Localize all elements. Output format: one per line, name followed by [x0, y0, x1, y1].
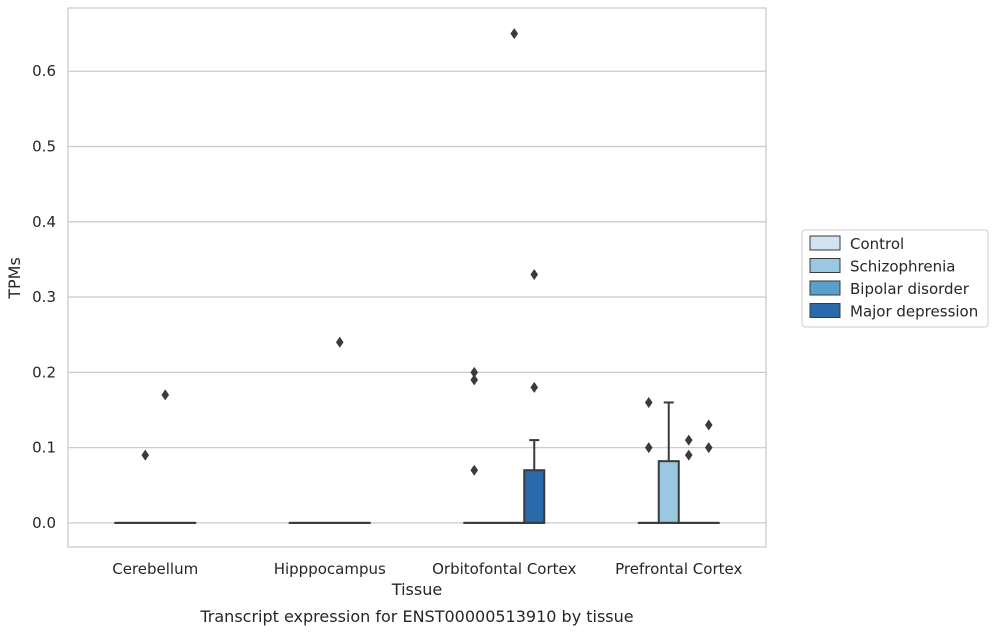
x-tick-label: Orbitofontal Cortex: [432, 560, 576, 578]
y-tick-label: 0.4: [32, 213, 56, 231]
y-axis-ticks: 0.0 0.1 0.2 0.3 0.4 0.5 0.6: [32, 62, 56, 532]
outlier-point: [470, 464, 479, 476]
outlier-point: [704, 442, 713, 454]
chart-caption: Transcript expression for ENST0000051391…: [199, 607, 633, 626]
y-tick-label: 0.0: [32, 514, 56, 532]
outlier-point: [470, 366, 479, 378]
box: [523, 469, 546, 524]
legend-label: Major depression: [850, 303, 978, 321]
legend-swatch: [809, 258, 841, 273]
x-axis-label: Tissue: [391, 580, 442, 599]
legend-swatch: [809, 280, 841, 296]
outlier-point: [644, 442, 653, 454]
x-tick-label: Hipppocampus: [274, 560, 386, 578]
legend-frame: [801, 229, 989, 328]
outlier-point: [530, 268, 539, 280]
outlier-point: [644, 396, 653, 408]
legend-swatch: [809, 235, 841, 251]
x-tick-label: Prefrontal Cortex: [615, 560, 742, 578]
legend-swatch: [809, 303, 841, 318]
y-tick-label: 0.1: [32, 439, 56, 457]
box-elements: [114, 28, 720, 524]
legend-label: Control: [850, 235, 904, 253]
box: [657, 460, 680, 524]
y-tick-label: 0.3: [32, 288, 56, 306]
y-tick-label: 0.5: [32, 138, 56, 156]
y-tick-label: 0.6: [32, 62, 56, 80]
outlier-point: [335, 336, 344, 348]
outlier-point: [530, 381, 539, 393]
x-axis-ticks: Cerebellum Hipppocampus Orbitofontal Corte…: [112, 560, 742, 578]
y-tick-label: 0.2: [32, 363, 56, 381]
outlier-point: [141, 449, 150, 461]
outlier-point: [161, 389, 170, 401]
legend-label: Bipolar disorder: [850, 280, 970, 298]
y-axis-label: TPMs: [5, 257, 24, 300]
outlier-point: [510, 28, 519, 40]
outlier-point: [684, 434, 693, 446]
outlier-point: [684, 449, 693, 461]
outlier-point: [704, 419, 713, 431]
x-tick-label: Cerebellum: [112, 560, 198, 578]
plot-frame: [67, 7, 767, 548]
legend: Control Schizophrenia Bipolar disorder Majo…: [801, 229, 989, 328]
outlier-point: [470, 374, 479, 386]
legend-label: Schizophrenia: [850, 258, 955, 276]
